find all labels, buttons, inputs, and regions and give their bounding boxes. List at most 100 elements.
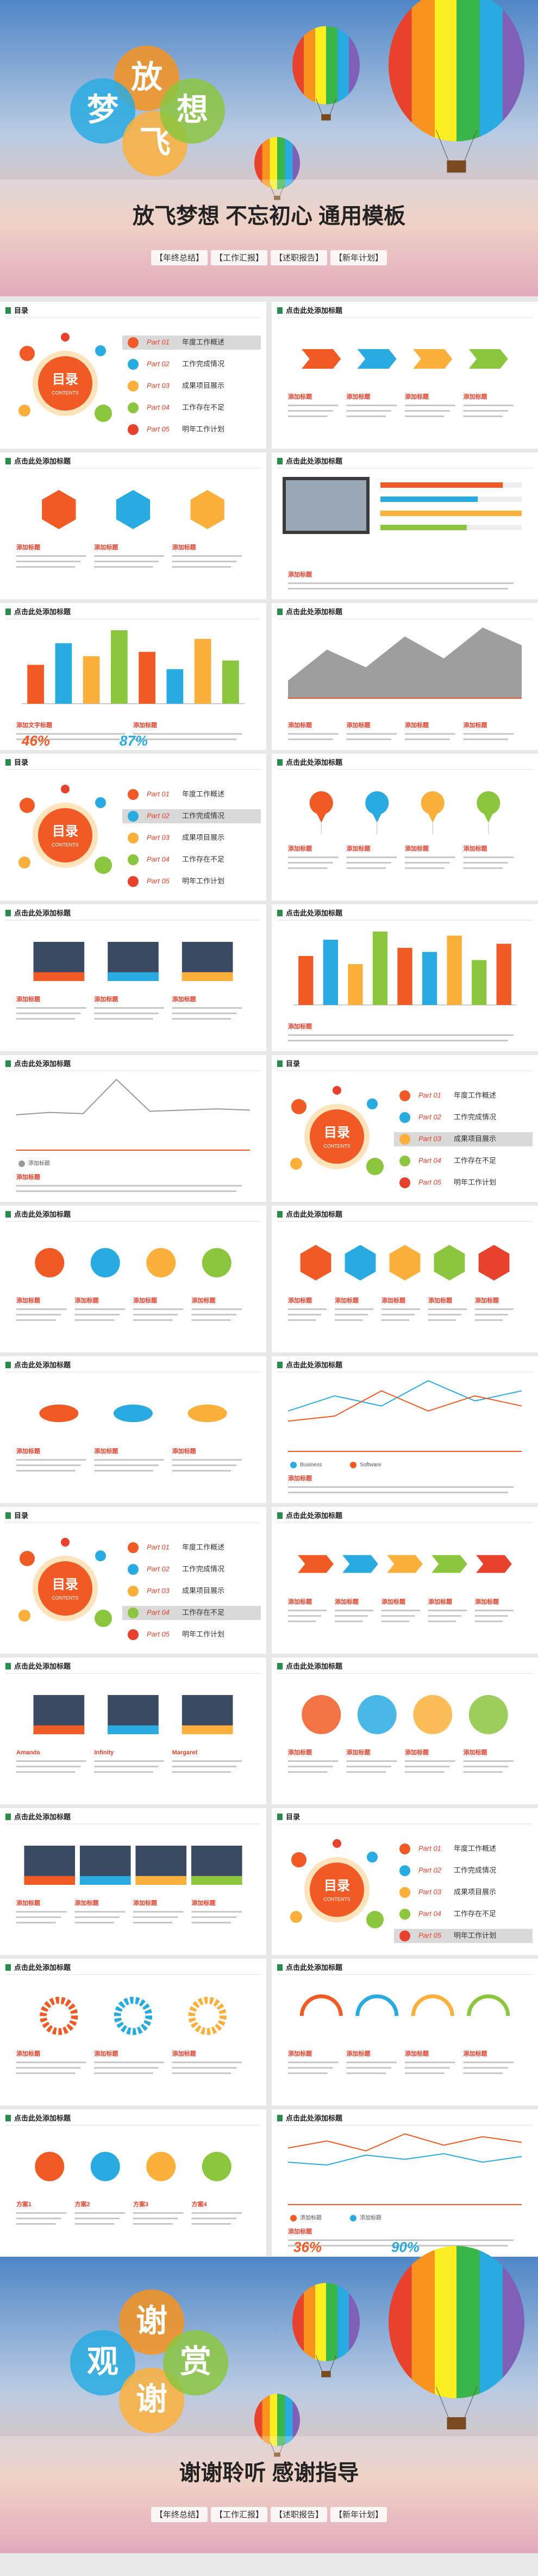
active-item-highlight xyxy=(394,1929,533,1943)
bar xyxy=(83,656,100,704)
decor-dot xyxy=(95,1550,106,1561)
placeholder-text-line xyxy=(405,410,450,412)
line xyxy=(16,1078,251,1115)
label: 添加标题 xyxy=(428,1296,453,1304)
item-label: 明年工作计划 xyxy=(182,877,224,885)
gear xyxy=(114,1996,153,2035)
slide-title: 目录 xyxy=(286,1059,300,1067)
balloon-rope xyxy=(436,2386,449,2418)
placeholder-text-line xyxy=(463,856,514,858)
item-dot xyxy=(128,1542,139,1553)
slide-title: 点击此处添加标题 xyxy=(14,1662,71,1670)
placeholder-text-line xyxy=(463,2067,508,2069)
placeholder-text-line xyxy=(288,867,328,869)
item-part: Part 02 xyxy=(418,1866,442,1874)
badge xyxy=(310,1109,364,1164)
placeholder-text-line xyxy=(16,1470,76,1472)
label: 方案2 xyxy=(75,2200,90,2208)
tag: 【新年计划】 xyxy=(334,253,383,263)
pin-head xyxy=(365,791,389,815)
slide xyxy=(0,1055,266,1202)
placeholder-text-line xyxy=(16,1766,81,1767)
pin-tail xyxy=(315,811,328,823)
placeholder-text-line xyxy=(463,405,514,406)
placeholder-text-line xyxy=(463,2062,514,2063)
photo-caption xyxy=(33,1725,85,1734)
tag: 【述职报告】 xyxy=(274,2510,323,2519)
decor-dot xyxy=(18,856,30,868)
tag-box xyxy=(330,250,387,265)
title-char: 梦 xyxy=(87,92,118,127)
placeholder-text-line xyxy=(172,1464,236,1466)
placeholder-text-line xyxy=(191,1314,236,1315)
item-dot xyxy=(128,402,139,413)
badge-text: 目录 xyxy=(52,372,78,387)
placeholder-text-line xyxy=(191,1319,231,1321)
placeholder-text-line xyxy=(94,2062,164,2063)
decor-dot xyxy=(20,1551,35,1566)
placeholder-text-line xyxy=(475,1308,514,1310)
arrow-shape xyxy=(387,1555,423,1573)
placeholder-text-line xyxy=(133,2223,173,2225)
big-percent: 87% xyxy=(120,733,148,749)
slide xyxy=(0,2109,266,2256)
title-char: 谢 xyxy=(136,2381,167,2417)
item-part: Part 02 xyxy=(418,1113,442,1121)
placeholder-text-line xyxy=(172,1018,231,1020)
decor-dot xyxy=(18,1610,30,1622)
bar xyxy=(397,948,412,1005)
placeholder-text-line xyxy=(133,1314,178,1315)
placeholder-text-line xyxy=(288,1314,321,1315)
placeholder-text-line xyxy=(74,1319,114,1321)
slide-title: 点击此处添加标题 xyxy=(286,758,343,766)
placeholder-text-line xyxy=(405,1766,450,1767)
petal xyxy=(357,1695,397,1734)
placeholder-text-line xyxy=(288,405,339,406)
placeholder-text-line xyxy=(346,1771,386,1773)
photo-caption xyxy=(182,1725,233,1734)
slide-title-marker xyxy=(277,307,283,314)
item-dot xyxy=(128,833,139,843)
placeholder-text-line xyxy=(288,1486,514,1488)
label: 添加标题 xyxy=(347,1748,371,1756)
balloon-rope xyxy=(329,2355,337,2372)
slide-title-marker xyxy=(5,458,11,464)
placeholder-text-line xyxy=(381,1319,409,1321)
arrow-shape xyxy=(298,1555,334,1573)
placeholder-text-line xyxy=(94,1007,164,1009)
legend-swatch xyxy=(350,2215,356,2221)
circle-shape xyxy=(90,1248,120,1277)
placeholder-text-line xyxy=(288,1308,327,1310)
balloon xyxy=(254,2394,300,2446)
label: 添加标题 xyxy=(75,1899,99,1907)
label: 添加标题 xyxy=(172,2050,197,2057)
placeholder-text-line xyxy=(16,1308,67,1310)
decor-dot xyxy=(290,1911,302,1923)
arc xyxy=(411,1994,454,2016)
placeholder-text-line xyxy=(405,2067,450,2069)
bar xyxy=(27,665,44,704)
placeholder-text-line xyxy=(288,2245,508,2246)
placeholder-text-line xyxy=(475,1615,508,1617)
placeholder-text-line xyxy=(172,2067,236,2069)
legend-label: 添加标题 xyxy=(300,2214,322,2221)
placeholder-text-line xyxy=(346,415,386,417)
placeholder-text-line xyxy=(381,1610,420,1611)
placeholder-text-line xyxy=(288,2072,328,2074)
petal xyxy=(468,1695,508,1734)
placeholder-text-line xyxy=(405,867,445,869)
label: 方案4 xyxy=(192,2200,208,2208)
legend-swatch xyxy=(290,2215,297,2221)
item-part: Part 04 xyxy=(147,855,170,863)
item-part: Part 03 xyxy=(147,381,170,389)
placeholder-text-line xyxy=(335,1610,373,1611)
placeholder-text-line xyxy=(94,2067,159,2069)
arrow-shape xyxy=(342,1555,378,1573)
slide-title-marker xyxy=(5,307,11,314)
label: 添加标题 xyxy=(288,1598,312,1605)
slide-title: 点击此处添加标题 xyxy=(286,909,343,917)
decor-dot xyxy=(366,1911,384,1928)
pie-slice xyxy=(114,1404,153,1423)
slide-title: 点击此处添加标题 xyxy=(14,1210,71,1218)
placeholder-text-line xyxy=(16,555,86,557)
